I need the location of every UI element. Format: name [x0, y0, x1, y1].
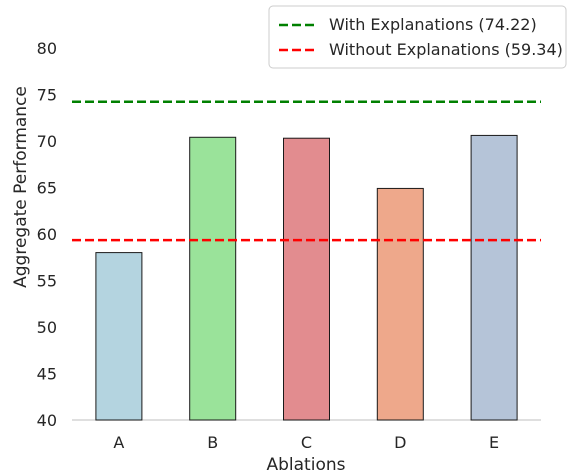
bars [95, 134, 518, 421]
legend: With Explanations (74.22) Without Explan… [268, 5, 567, 69]
bar-b [189, 136, 237, 421]
y-tick-label: 55 [37, 272, 57, 291]
y-tick-label: 60 [37, 225, 57, 244]
y-tick-label: 45 [37, 365, 57, 384]
y-tick-label: 70 [37, 132, 57, 151]
legend-label-with-explanations: With Explanations (74.22) [329, 15, 537, 34]
y-tick-label: 65 [37, 179, 57, 198]
x-axis: A B C D E [113, 433, 499, 452]
bar-d [376, 187, 424, 421]
x-tick-label: E [489, 433, 499, 452]
x-tick-label: D [394, 433, 406, 452]
y-tick-label: 40 [37, 411, 57, 430]
y-axis: 40 45 50 55 60 65 70 75 80 [37, 39, 57, 430]
x-tick-label: B [207, 433, 218, 452]
x-axis-label: Ablations [267, 455, 346, 474]
bar-a [95, 252, 143, 421]
x-tick-label: C [301, 433, 312, 452]
y-tick-label: 75 [37, 86, 57, 105]
bar-c [283, 137, 330, 421]
y-axis-label: Aggregate Performance [11, 86, 31, 288]
legend-label-without-explanations: Without Explanations (59.34) [329, 40, 563, 59]
x-tick-label: A [113, 433, 124, 452]
bar-e [470, 134, 518, 421]
reference-lines [72, 100, 541, 242]
y-tick-label: 80 [37, 39, 57, 58]
y-tick-label: 50 [37, 318, 57, 337]
legend-box [268, 5, 567, 69]
